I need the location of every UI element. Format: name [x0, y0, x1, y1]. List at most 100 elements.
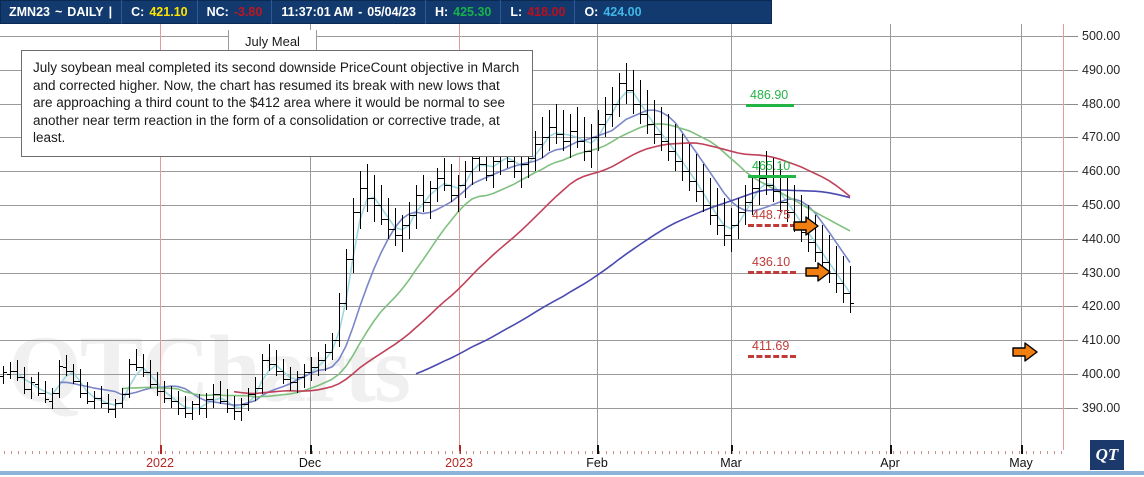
ohlc-bar: [717, 188, 718, 236]
price-target-arrow-icon: [793, 216, 819, 236]
date-axis-minor-tick: [949, 451, 950, 454]
date-axis-minor-tick: [963, 451, 964, 454]
ohlc-open-tick: [728, 235, 731, 237]
ohlc-bar: [136, 348, 137, 371]
ohlc-bar: [829, 235, 830, 283]
ohlc-close-tick: [459, 184, 462, 186]
ohlc-close-tick: [137, 367, 140, 369]
ohlc-open-tick: [343, 303, 346, 305]
ohlc-close-tick: [851, 303, 854, 305]
ohlc-open-tick: [70, 370, 73, 372]
ohlc-close-tick: [39, 392, 42, 394]
ohlc-close-tick: [424, 201, 427, 203]
ohlc-open-tick: [553, 127, 556, 129]
commentary-callout[interactable]: July soybean meal completed its second d…: [21, 50, 533, 157]
ohlc-bar: [633, 69, 634, 114]
ohlc-open-tick: [511, 161, 514, 163]
ohlc-bar: [192, 401, 193, 420]
ohlc-close-tick: [214, 394, 217, 396]
ohlc-bar: [66, 355, 67, 376]
date-axis-minor-tick: [704, 451, 705, 454]
ohlc-open-tick: [686, 171, 689, 173]
ohlc-open-tick: [126, 394, 129, 396]
ohlc-bar: [773, 157, 774, 202]
ohlc-open-tick: [14, 370, 17, 372]
axis-tick: [1066, 137, 1078, 139]
ohlc-open-tick: [49, 401, 52, 403]
ohlc-bar: [584, 117, 585, 162]
ohlc-close-tick: [578, 140, 581, 142]
low-value: 418.00: [527, 5, 566, 19]
ohlc-close-tick: [473, 157, 476, 159]
ohlc-open-tick: [448, 184, 451, 186]
ohlc-bar: [171, 385, 172, 408]
ohlc-bar: [409, 201, 410, 239]
date-axis-minor-tick: [95, 451, 96, 454]
date-axis-minor-tick: [39, 451, 40, 454]
ohlc-bar: [213, 384, 214, 408]
ohlc-open-tick: [210, 399, 213, 401]
date-axis-minor-tick: [641, 451, 642, 454]
ohlc-open-tick: [609, 113, 612, 115]
date-axis-minor-tick: [396, 451, 397, 454]
date-axis-minor-tick: [480, 451, 481, 454]
date-axis-minor-tick: [844, 451, 845, 454]
open-value: 424.00: [603, 5, 642, 19]
ohlc-close-tick: [697, 191, 700, 193]
gridline: [0, 137, 1066, 139]
price-target-arrow-icon: [805, 262, 831, 282]
vertical-gridline: [160, 24, 161, 450]
ohlc-close-tick: [431, 188, 434, 190]
chart-tab-july-meal[interactable]: July Meal: [228, 30, 317, 53]
ohlc-close-tick: [543, 137, 546, 139]
ohlc-open-tick: [462, 184, 465, 186]
ohlc-close-tick: [725, 235, 728, 237]
ohlc-close-tick: [480, 164, 483, 166]
ohlc-close-tick: [53, 392, 56, 394]
ohlc-open-tick: [133, 363, 136, 365]
ohlc-open-tick: [833, 272, 836, 274]
ohlc-bar: [129, 358, 130, 398]
ohlc-bar: [486, 140, 487, 182]
price-axis-label: 440.00: [1082, 231, 1121, 246]
chart-plot-area[interactable]: QTCharts 486.90 465.10 448.75 436.10 411.69: [0, 24, 1066, 450]
ohlc-close-tick: [403, 225, 406, 227]
ohlc-open-tick: [378, 205, 381, 206]
ohlc-bar: [423, 174, 424, 212]
ohlc-bar: [710, 177, 711, 226]
date-axis-minor-tick: [291, 451, 292, 454]
vertical-gridline: [310, 24, 311, 450]
date-axis-minor-tick: [389, 451, 390, 454]
price-count-level-line: [746, 104, 794, 107]
date-axis-minor-tick: [592, 451, 593, 454]
ohlc-close-tick: [382, 218, 385, 220]
ohlc-close-tick: [809, 242, 812, 244]
date-axis-minor-tick: [697, 451, 698, 454]
ohlc-open-tick: [357, 211, 360, 213]
ohlc-close-tick: [508, 161, 511, 163]
date-axis-minor-tick: [571, 451, 572, 454]
ohlc-open-tick: [840, 282, 843, 284]
date-axis-minor-tick: [837, 451, 838, 454]
date-axis-minor-tick: [25, 451, 26, 454]
date-axis-minor-tick: [627, 451, 628, 454]
date-axis-minor-tick: [109, 451, 110, 454]
ohlc-close-tick: [333, 340, 336, 342]
ohlc-open-tick: [315, 367, 318, 369]
date-axis-minor-tick: [235, 451, 236, 454]
date-axis-minor-tick: [410, 451, 411, 454]
ohlc-close-tick: [312, 367, 315, 369]
ohlc-close-tick: [564, 140, 567, 142]
symbol-cell[interactable]: ZMN23 ~ DAILY |: [0, 0, 123, 24]
date-axis-minor-tick: [816, 451, 817, 454]
high-value: 425.30: [453, 5, 492, 19]
date-axis-minor-tick: [277, 451, 278, 454]
price-axis-label: 390.00: [1082, 400, 1121, 415]
ohlc-bar: [640, 79, 641, 124]
date-axis-minor-tick: [1054, 451, 1055, 454]
ohlc-open-tick: [651, 123, 654, 125]
ohlc-close-tick: [592, 137, 595, 139]
date-axis-tick: [890, 445, 892, 454]
date-axis-minor-tick: [921, 451, 922, 454]
ohlc-open-tick: [637, 103, 640, 105]
